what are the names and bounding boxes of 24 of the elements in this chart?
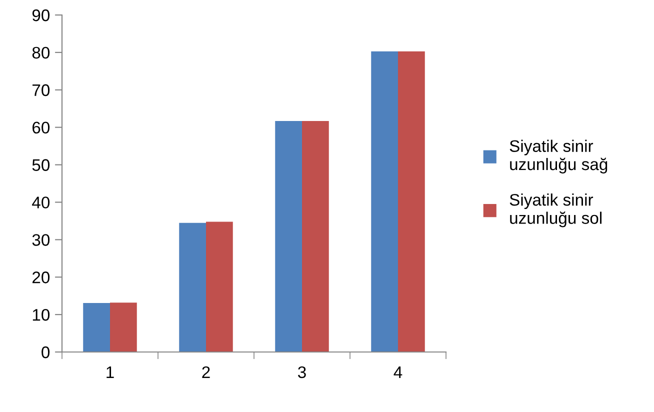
y-tick-label: 30: [32, 234, 50, 246]
y-tick-label: 70: [32, 84, 50, 96]
legend-label: Siyatik sinir uzunluğu sol: [510, 194, 602, 228]
bar: [371, 51, 398, 352]
x-tick-label: 1: [106, 366, 114, 378]
x-tick-label: 2: [202, 366, 210, 378]
bar: [110, 302, 137, 352]
y-tick-label: 50: [32, 159, 50, 171]
y-tick-label: 90: [32, 9, 50, 22]
y-tick-label: 40: [32, 196, 50, 208]
bar: [83, 302, 110, 352]
y-tick-label: 20: [32, 272, 50, 284]
y-tick-label: 0: [42, 346, 50, 358]
x-tick-label: 4: [394, 366, 402, 378]
bar: [179, 222, 206, 352]
y-tick-label: 10: [32, 308, 50, 321]
bar: [398, 51, 425, 352]
bar: [275, 120, 302, 352]
y-tick-label: 60: [32, 122, 50, 134]
legend-label: Siyatik sinir uzunluğu sağ: [510, 140, 608, 174]
y-tick-label: 80: [32, 46, 50, 59]
bar: [302, 120, 329, 352]
bar: [206, 222, 233, 352]
x-tick-label: 3: [298, 366, 306, 378]
